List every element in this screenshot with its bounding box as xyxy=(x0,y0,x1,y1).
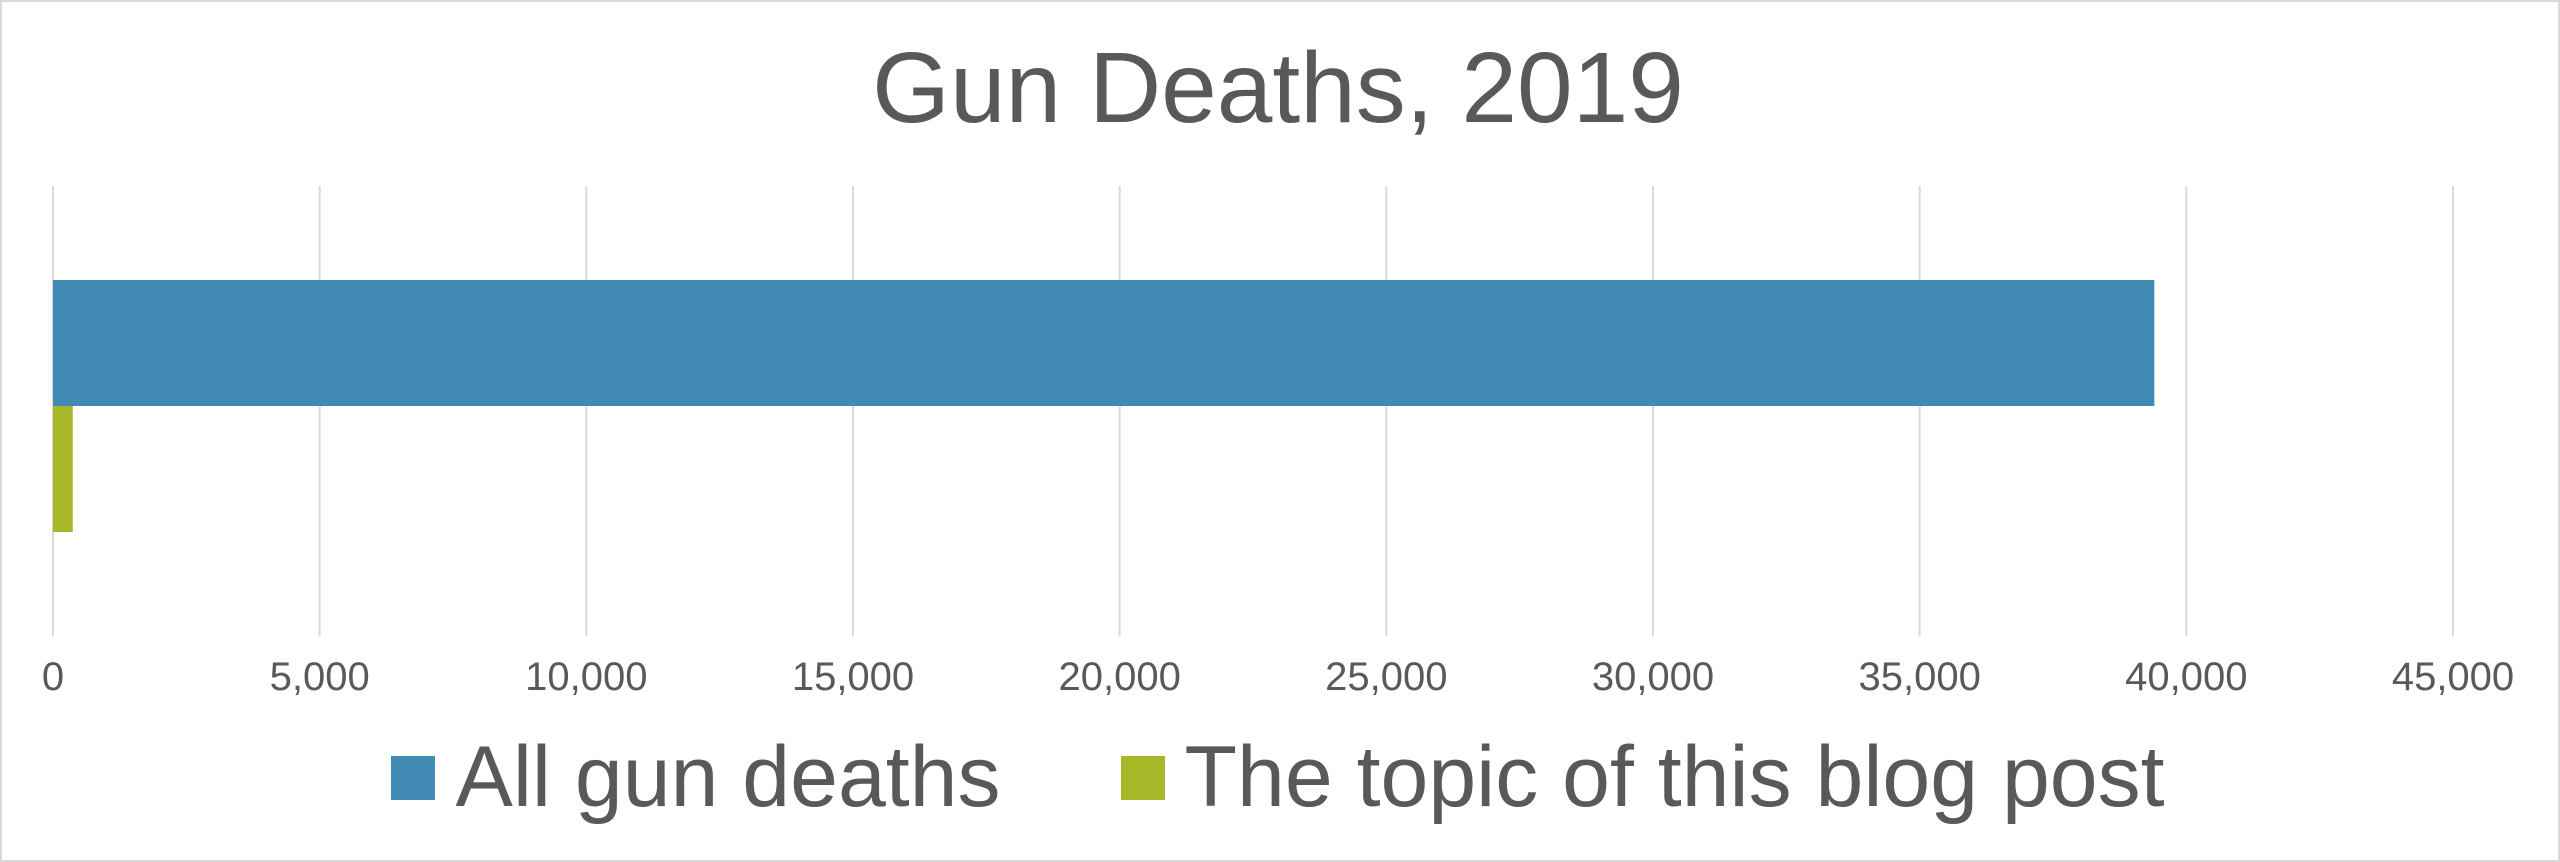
legend-swatch-all-gun-deaths xyxy=(391,755,436,800)
x-tick-label: 0 xyxy=(42,655,64,699)
x-tick-label: 10,000 xyxy=(525,655,647,699)
x-tick-label: 5,000 xyxy=(270,655,370,699)
legend-label-all-gun-deaths: All gun deaths xyxy=(455,729,1001,825)
x-tick-label: 35,000 xyxy=(1858,655,1980,699)
bars xyxy=(53,280,2155,532)
gridlines xyxy=(52,186,2454,636)
legend-item-all-gun-deaths: All gun deaths xyxy=(391,728,1001,827)
x-tick-label: 40,000 xyxy=(2125,655,2247,699)
x-tick-label: 30,000 xyxy=(1592,655,1714,699)
legend: All gun deaths The topic of this blog po… xyxy=(0,728,2556,827)
chart-title: Gun Deaths, 2019 xyxy=(872,32,1684,144)
legend-item-blog-topic: The topic of this blog post xyxy=(1120,728,2165,827)
legend-label-blog-topic: The topic of this blog post xyxy=(1184,729,2165,825)
bar-all-gun-deaths xyxy=(53,280,2155,406)
legend-swatch-blog-topic xyxy=(1120,755,1165,800)
bar-blog-topic xyxy=(53,406,73,532)
x-tick-label: 20,000 xyxy=(1058,655,1180,699)
x-tick-label: 45,000 xyxy=(2392,655,2514,699)
x-tick-label: 25,000 xyxy=(1325,655,1447,699)
x-axis-tick-labels: 0 5,000 10,000 15,000 20,000 25,000 30,000 35,0… xyxy=(42,655,2514,699)
x-tick-label: 15,000 xyxy=(792,655,914,699)
